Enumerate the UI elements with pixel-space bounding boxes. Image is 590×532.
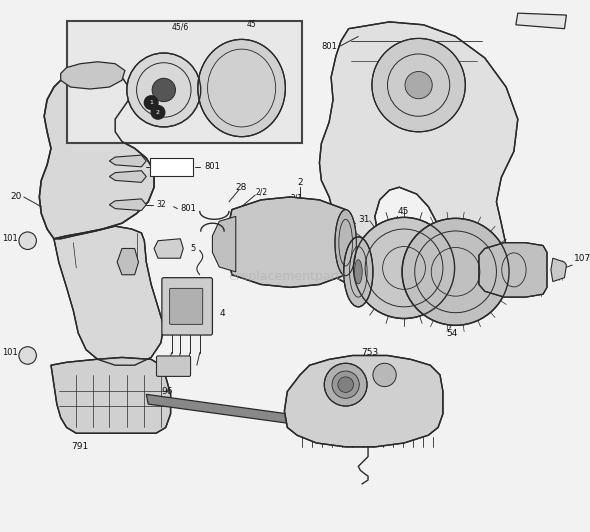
Text: 4: 4 bbox=[219, 309, 225, 318]
Text: 801: 801 bbox=[181, 204, 196, 213]
Ellipse shape bbox=[344, 237, 373, 307]
Polygon shape bbox=[54, 226, 164, 365]
Text: 45/6: 45/6 bbox=[172, 22, 189, 31]
Text: 3: 3 bbox=[496, 290, 499, 295]
Circle shape bbox=[145, 96, 158, 110]
Text: Old: Old bbox=[165, 162, 178, 171]
Text: 54: 54 bbox=[446, 329, 457, 338]
Text: 28: 28 bbox=[236, 182, 247, 192]
Text: 45: 45 bbox=[397, 207, 409, 216]
Text: 107: 107 bbox=[574, 254, 590, 263]
Polygon shape bbox=[516, 13, 566, 29]
Text: 6: 6 bbox=[470, 226, 473, 230]
FancyBboxPatch shape bbox=[442, 275, 471, 288]
Ellipse shape bbox=[198, 39, 286, 137]
Text: 753: 753 bbox=[361, 348, 379, 357]
Text: 801: 801 bbox=[205, 162, 221, 171]
Text: 101: 101 bbox=[2, 348, 18, 357]
Circle shape bbox=[373, 363, 396, 387]
Circle shape bbox=[152, 78, 175, 102]
Text: 2: 2 bbox=[297, 178, 303, 187]
Polygon shape bbox=[479, 243, 547, 297]
Text: 31: 31 bbox=[358, 215, 370, 224]
Polygon shape bbox=[51, 358, 171, 433]
Text: 102: 102 bbox=[297, 411, 314, 420]
Text: 45: 45 bbox=[247, 20, 256, 29]
Circle shape bbox=[338, 377, 353, 393]
Circle shape bbox=[372, 38, 466, 132]
Polygon shape bbox=[109, 199, 146, 211]
Circle shape bbox=[19, 347, 37, 364]
Text: 29: 29 bbox=[142, 63, 153, 72]
Text: 20: 20 bbox=[11, 193, 22, 202]
Circle shape bbox=[19, 232, 37, 250]
Circle shape bbox=[402, 218, 509, 326]
Text: 2: 2 bbox=[478, 309, 482, 314]
Text: 4: 4 bbox=[500, 264, 503, 269]
Circle shape bbox=[127, 53, 201, 127]
FancyBboxPatch shape bbox=[150, 158, 193, 176]
Polygon shape bbox=[319, 22, 518, 285]
FancyBboxPatch shape bbox=[170, 288, 203, 325]
Text: 2/1: 2/1 bbox=[290, 194, 302, 202]
Text: 32: 32 bbox=[156, 200, 166, 209]
Text: 791: 791 bbox=[71, 443, 88, 451]
Polygon shape bbox=[212, 217, 236, 272]
Polygon shape bbox=[61, 62, 125, 89]
Ellipse shape bbox=[355, 260, 362, 284]
Text: 9: 9 bbox=[542, 18, 548, 27]
Text: 725: 725 bbox=[448, 228, 466, 237]
Polygon shape bbox=[146, 394, 290, 423]
Text: 5: 5 bbox=[190, 244, 195, 253]
Polygon shape bbox=[284, 355, 443, 447]
Polygon shape bbox=[109, 155, 146, 167]
Polygon shape bbox=[117, 248, 139, 275]
Text: 7: 7 bbox=[444, 223, 447, 229]
Text: 8: 8 bbox=[422, 236, 425, 241]
Text: 1: 1 bbox=[149, 100, 153, 105]
Circle shape bbox=[151, 105, 165, 119]
Circle shape bbox=[332, 371, 359, 398]
Polygon shape bbox=[551, 258, 566, 281]
FancyBboxPatch shape bbox=[67, 21, 302, 144]
Text: 96: 96 bbox=[161, 387, 172, 396]
Circle shape bbox=[405, 71, 432, 99]
Circle shape bbox=[353, 218, 455, 319]
Polygon shape bbox=[154, 239, 183, 258]
Ellipse shape bbox=[335, 210, 356, 276]
Polygon shape bbox=[40, 68, 154, 239]
Text: ereplacementparts: ereplacementparts bbox=[228, 270, 347, 283]
Text: 2: 2 bbox=[156, 110, 160, 115]
FancyBboxPatch shape bbox=[162, 278, 212, 335]
Text: 5: 5 bbox=[491, 240, 494, 246]
Text: 101: 101 bbox=[2, 234, 18, 243]
FancyBboxPatch shape bbox=[442, 260, 471, 274]
Polygon shape bbox=[109, 171, 146, 182]
FancyBboxPatch shape bbox=[156, 356, 191, 376]
Polygon shape bbox=[229, 197, 349, 287]
Circle shape bbox=[324, 363, 367, 406]
Text: 801: 801 bbox=[321, 41, 337, 51]
Text: 45/6: 45/6 bbox=[332, 219, 349, 228]
Text: 2/2: 2/2 bbox=[255, 188, 267, 197]
Text: 1: 1 bbox=[454, 316, 457, 321]
